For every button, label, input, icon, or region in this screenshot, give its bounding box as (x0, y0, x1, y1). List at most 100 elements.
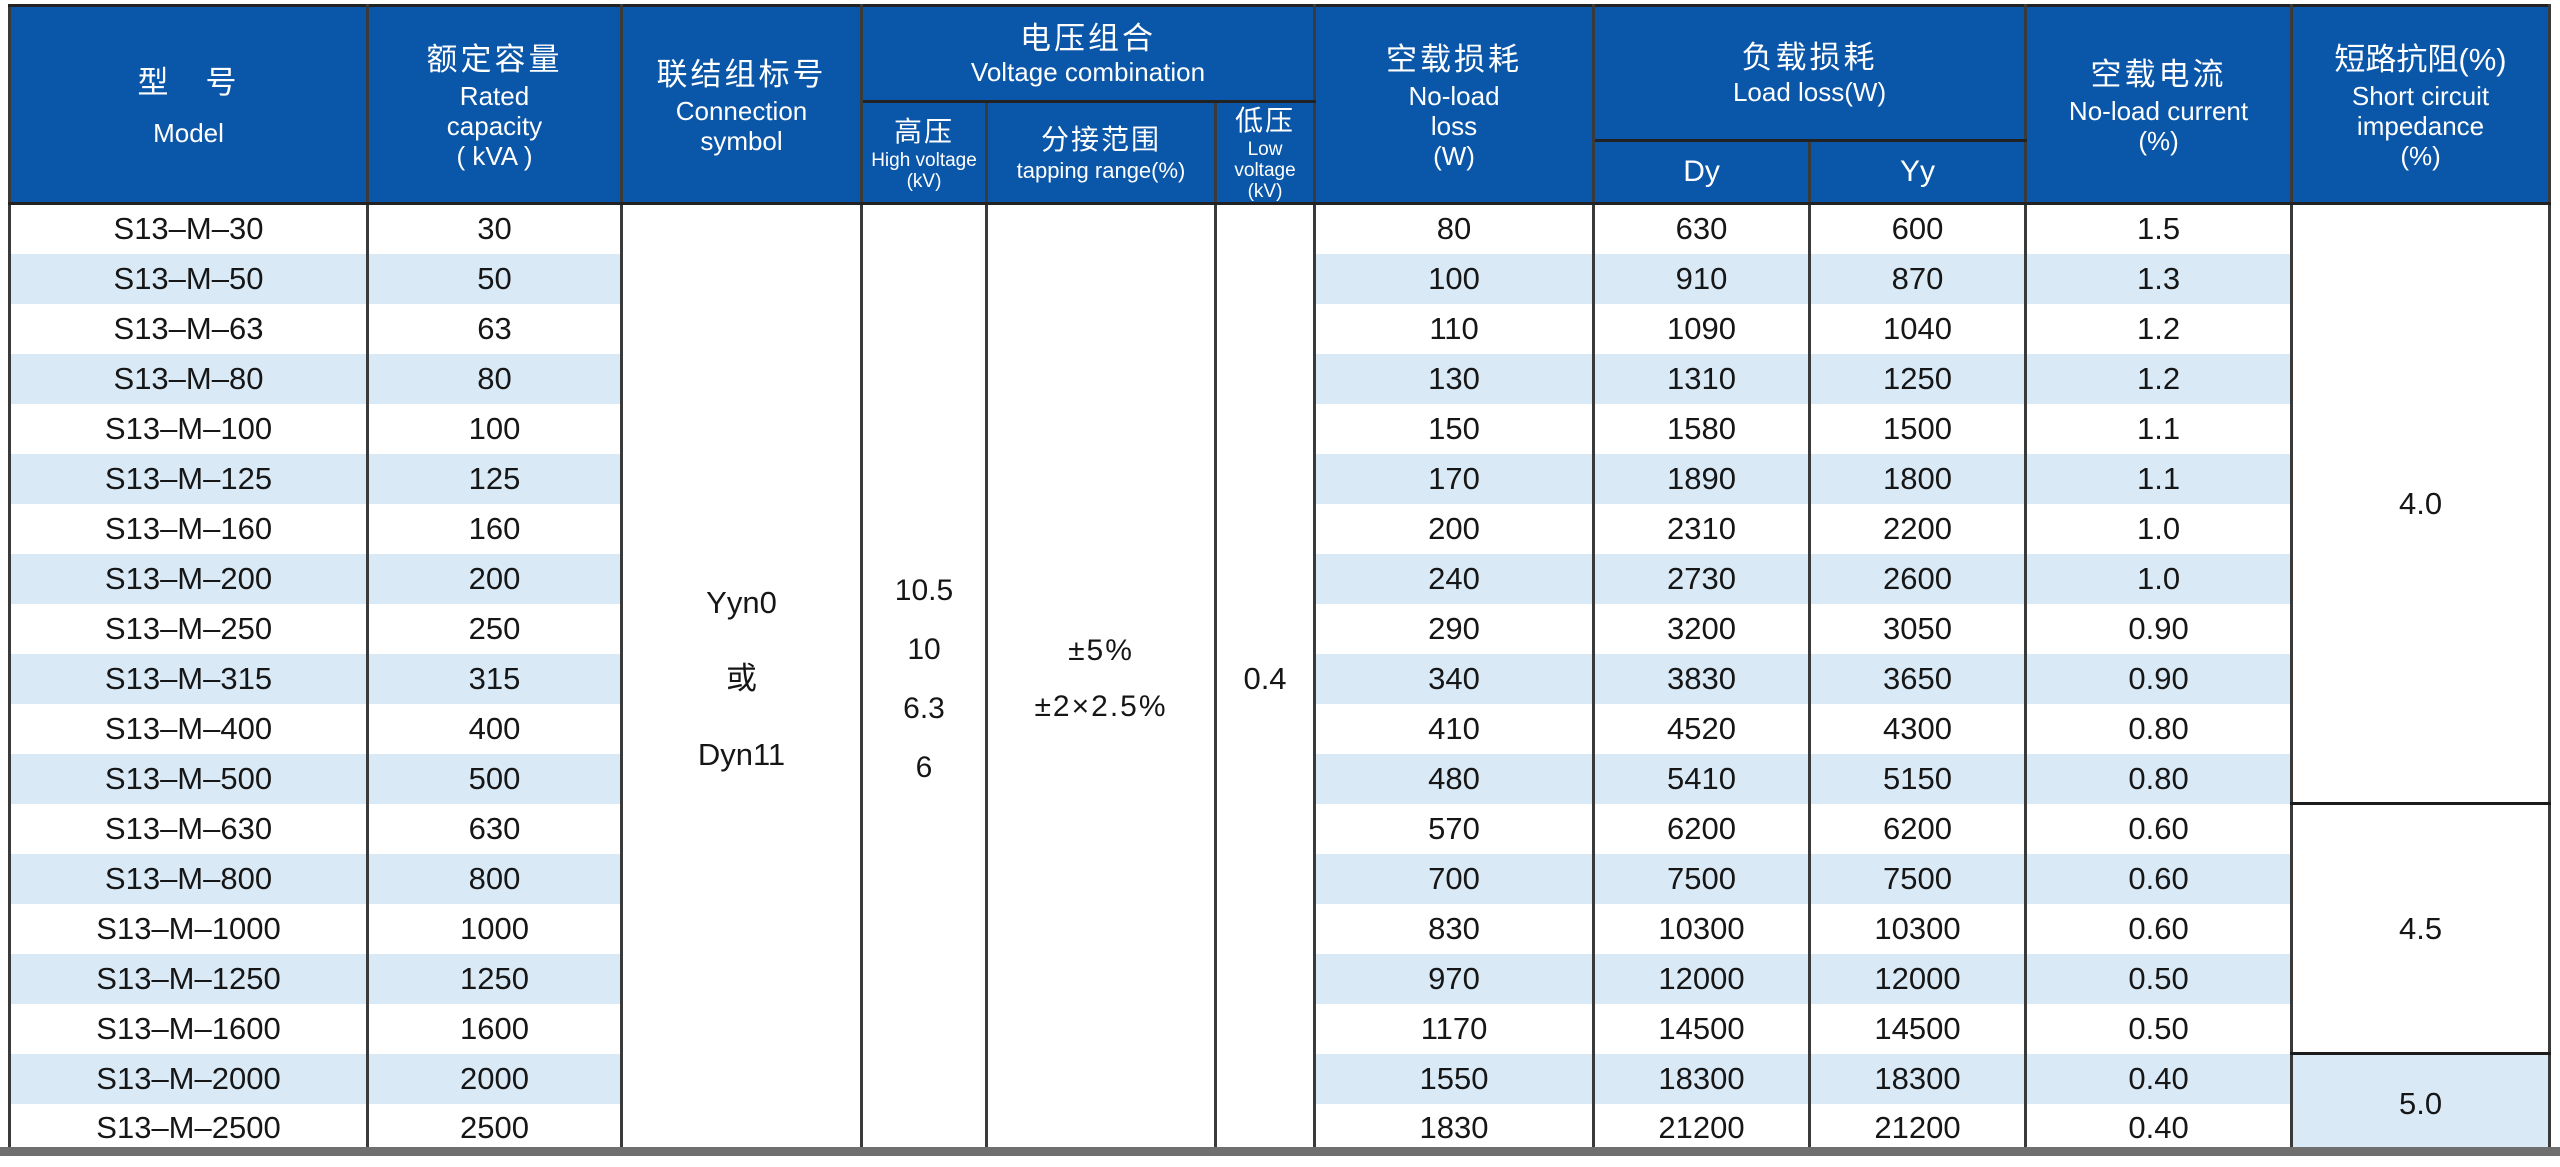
cell-no-load-current: 1.1 (2024, 453, 2294, 504)
no-load-loss-label-en2: loss (1430, 110, 1478, 141)
col-header-yy: Yy (1808, 138, 2028, 206)
col-header-load-loss: 负载损耗 Load loss(W) (1592, 4, 2028, 142)
cell-model: S13–M–1250 (8, 953, 369, 1004)
cell-load-loss-dy: 21200 (1592, 1103, 1812, 1155)
table-row: S13–M–800 800 700 7500 7500 0.60 (8, 853, 2550, 904)
cell-model: S13–M–63 (8, 303, 369, 354)
table-row: S13–M–630 630 570 6200 6200 0.60 4.5 (8, 803, 2552, 1055)
table-row: S13–M–63 63 110 1090 1040 1.2 (8, 303, 2550, 354)
cell-no-load-current: 1.2 (2024, 303, 2294, 354)
cell-no-load-current: 0.60 (2024, 903, 2294, 954)
cell-model: S13–M–100 (8, 403, 369, 454)
cell-no-load-loss: 700 (1313, 853, 1596, 904)
cell-rated-capacity: 1250 (366, 953, 623, 1004)
table-body: S13–M–30 30 Yyn0 或 Dyn11 10.5 10 6.3 6 ±5% ±2×2.5%… (8, 203, 2552, 1155)
no-load-loss-unit: (W) (1433, 140, 1475, 171)
cell-no-load-current: 0.50 (2024, 1003, 2294, 1054)
table-row: S13–M–1000 1000 830 10300 10300 0.60 (8, 903, 2550, 954)
no-load-current-label-en: No-load current (2068, 95, 2249, 126)
cell-load-loss-dy: 4520 (1592, 703, 1812, 754)
low-voltage-label-en: Low voltage (1234, 139, 1296, 181)
cell-rated-capacity: 2500 (366, 1103, 623, 1155)
table-row: S13–M–500 500 480 5410 5150 0.80 (8, 753, 2550, 804)
capacity-unit: ( kVA ) (456, 140, 533, 171)
cell-model: S13–M–30 (8, 203, 369, 254)
cell-load-loss-yy: 4300 (1808, 703, 2028, 754)
no-load-current-unit: (%) (2138, 125, 2179, 156)
low-voltage-label-zh: 低压 (1235, 105, 1296, 136)
col-header-model: 型 号 Model (8, 4, 369, 205)
cell-load-loss-dy: 18300 (1592, 1053, 1812, 1104)
cell-rated-capacity: 250 (366, 603, 623, 654)
cell-model: S13–M–125 (8, 453, 369, 504)
cell-no-load-current: 0.90 (2024, 653, 2294, 704)
high-voltage-label-en: High voltage (871, 149, 977, 171)
cell-no-load-loss: 480 (1313, 753, 1596, 804)
cell-no-load-current: 1.2 (2024, 353, 2294, 404)
table-row: S13–M–250 250 290 3200 3050 0.90 (8, 603, 2550, 654)
transformer-spec-table: 型 号 Model 额定容量 Rated capacity ( kVA ) 联结… (8, 4, 2552, 1155)
cell-load-loss-dy: 2730 (1592, 553, 1812, 604)
cell-no-load-loss: 110 (1313, 303, 1596, 354)
cell-load-loss-dy: 3200 (1592, 603, 1812, 654)
cell-load-loss-yy: 3650 (1808, 653, 2028, 704)
model-label-en: Model (153, 117, 224, 148)
cell-load-loss-dy: 1890 (1592, 453, 1812, 504)
cell-short-circuit-impedance: 4.5 (2290, 803, 2552, 1055)
cell-no-load-loss: 970 (1313, 953, 1596, 1004)
header-row-3: Dy Yy (10, 138, 2550, 206)
high-voltage-label-zh: 高压 (893, 115, 954, 147)
cell-load-loss-dy: 910 (1592, 253, 1812, 304)
table-row: S13–M–200 200 240 2730 2600 1.0 (8, 553, 2550, 604)
cell-load-loss-dy: 10300 (1592, 903, 1812, 954)
capacity-label-en1: Rated (459, 80, 530, 111)
cell-model: S13–M–160 (8, 503, 369, 554)
cell-no-load-loss: 200 (1313, 503, 1596, 554)
cell-low-voltage: 0.4 (1213, 203, 1317, 1154)
cell-load-loss-dy: 3830 (1592, 653, 1812, 704)
cell-load-loss-yy: 12000 (1808, 953, 2028, 1004)
cell-short-circuit-impedance: 4.0 (2290, 203, 2552, 805)
cell-load-loss-yy: 18300 (1808, 1053, 2028, 1104)
high-voltage-unit: (kV) (906, 170, 942, 192)
cell-tapping-range: ±5% ±2×2.5% (985, 203, 1217, 1154)
cell-load-loss-dy: 1580 (1592, 403, 1812, 454)
voltage-combination-label-zh: 电压组合 (1020, 20, 1157, 56)
cell-rated-capacity: 50 (366, 253, 623, 304)
cell-load-loss-yy: 2600 (1808, 553, 2028, 604)
impedance-unit: (%) (2400, 140, 2441, 171)
cell-rated-capacity: 200 (366, 553, 623, 604)
cell-load-loss-yy: 1500 (1808, 403, 2028, 454)
low-voltage-unit: (kV) (1247, 181, 1283, 202)
col-header-no-load-current: 空载电流 No-load current (%) (2024, 4, 2294, 205)
cell-rated-capacity: 63 (366, 303, 623, 354)
cell-model: S13–M–400 (8, 703, 369, 754)
table-row: S13–M–30 30 Yyn0 或 Dyn11 10.5 10 6.3 6 ±5% ±2×2.5%… (8, 203, 2552, 1154)
impedance-label-en1: Short circuit (2351, 80, 2490, 111)
table-row: S13–M–400 400 410 4520 4300 0.80 (8, 703, 2550, 754)
cell-no-load-loss: 1170 (1313, 1003, 1596, 1054)
cell-no-load-current: 1.0 (2024, 503, 2294, 554)
cell-model: S13–M–2500 (8, 1103, 369, 1155)
cell-no-load-loss: 830 (1313, 903, 1596, 954)
cell-rated-capacity: 800 (366, 853, 623, 904)
cell-load-loss-dy: 1090 (1592, 303, 1812, 354)
cell-model: S13–M–1600 (8, 1003, 369, 1054)
cell-no-load-current: 1.0 (2024, 553, 2294, 604)
cell-load-loss-yy: 6200 (1808, 803, 2028, 854)
col-header-low-voltage: 低压 Low voltage (kV) (1213, 100, 1317, 205)
cell-load-loss-dy: 12000 (1592, 953, 1812, 1004)
cell-rated-capacity: 500 (366, 753, 623, 804)
col-header-tapping-range: 分接范围 tapping range(%) (985, 100, 1217, 205)
cell-rated-capacity: 1000 (366, 903, 623, 954)
col-header-no-load-loss: 空载损耗 No-load loss (W) (1313, 4, 1596, 205)
cell-load-loss-dy: 5410 (1592, 753, 1812, 804)
cell-no-load-loss: 150 (1313, 403, 1596, 454)
capacity-label-zh: 额定容量 (426, 41, 563, 77)
no-load-loss-label-en1: No-load (1408, 80, 1500, 111)
cell-short-circuit-impedance: 5.0 (2290, 1053, 2552, 1154)
cell-model: S13–M–50 (8, 253, 369, 304)
cell-model: S13–M–2000 (8, 1053, 369, 1104)
cell-no-load-loss: 410 (1313, 703, 1596, 754)
tapping-range-label-zh: 分接范围 (1040, 123, 1161, 155)
